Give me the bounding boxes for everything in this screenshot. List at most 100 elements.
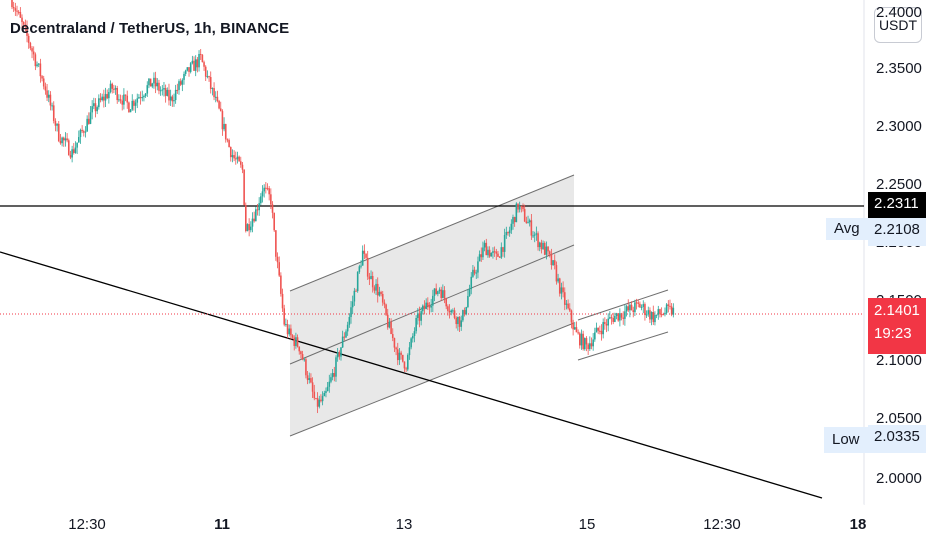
candle-up	[138, 97, 140, 99]
candle-down	[208, 76, 210, 78]
price-tick-label: 2.3500	[876, 60, 922, 77]
candle-down	[373, 287, 376, 291]
candle-down	[513, 217, 516, 223]
candle-down	[218, 101, 220, 109]
candle-up	[148, 78, 150, 86]
candle-down	[405, 368, 407, 370]
channel-upper-line[interactable]	[289, 174, 575, 292]
candle-down	[21, 17, 23, 23]
candle-up	[261, 191, 264, 197]
candle-up	[231, 155, 234, 158]
candle-down	[555, 265, 558, 282]
candle-up	[166, 89, 169, 96]
candle-down	[376, 283, 379, 296]
candle-down	[126, 95, 129, 103]
candle-up	[388, 321, 391, 328]
candle-up	[482, 247, 484, 258]
candle-up	[565, 303, 568, 305]
candle-up	[595, 327, 598, 333]
candle-down	[553, 260, 556, 266]
candle-up	[406, 355, 409, 370]
candle-up	[131, 100, 134, 110]
candle-down	[62, 137, 65, 141]
candle-up	[206, 76, 209, 78]
candle-up	[223, 123, 225, 130]
currency-unit-button[interactable]: USDT	[874, 7, 922, 43]
candle-up	[258, 203, 260, 211]
candle-up	[250, 226, 252, 231]
candle-down	[639, 303, 641, 308]
candle-down	[228, 140, 230, 148]
candle-down	[296, 337, 299, 347]
candle-down	[423, 305, 426, 310]
candle-up	[510, 223, 513, 231]
candle-down	[306, 375, 309, 381]
candle-down	[649, 310, 651, 320]
candle-down	[52, 105, 55, 121]
candle-up	[76, 142, 78, 148]
candle-down	[49, 94, 52, 106]
candle-down	[355, 290, 357, 292]
candle-up	[47, 94, 50, 98]
candle-down	[582, 333, 584, 350]
descending-trendline[interactable]	[0, 251, 823, 499]
candle-up	[163, 88, 165, 90]
candle-down	[632, 310, 635, 313]
channel-lower-line[interactable]	[289, 322, 575, 437]
candle-down	[320, 399, 322, 402]
candle-up	[191, 60, 194, 64]
candle-down	[455, 317, 458, 325]
candle-down	[39, 63, 42, 77]
candle-up	[589, 343, 591, 350]
candle-up	[109, 83, 112, 93]
candle-down	[54, 120, 57, 126]
candle-down	[543, 243, 546, 255]
candle-up	[360, 265, 362, 267]
candle-down	[365, 253, 367, 258]
candle-down	[278, 262, 280, 276]
candle-down	[149, 78, 152, 87]
candle-up	[246, 224, 249, 232]
candle-down	[338, 352, 341, 357]
candle-down	[627, 306, 630, 311]
candle-down	[435, 288, 437, 295]
small-channel-upper-line[interactable]	[577, 289, 669, 321]
candle-down	[94, 103, 97, 112]
candle-up	[438, 289, 441, 292]
candle-down	[221, 111, 224, 130]
candle-down	[106, 94, 108, 99]
candle-up	[490, 252, 493, 257]
channel-mid-line[interactable]	[289, 244, 575, 365]
price-tick-label: 2.4000	[876, 4, 922, 21]
low-label: Low	[824, 427, 868, 453]
candle-down	[453, 310, 456, 318]
candle-down	[224, 123, 227, 140]
candle-down	[245, 204, 247, 232]
candle-down	[188, 67, 190, 72]
candle-up	[532, 235, 534, 237]
candle-up	[186, 67, 189, 71]
candle-down	[34, 54, 37, 67]
candle-up	[198, 53, 200, 68]
candle-up	[91, 106, 93, 113]
candle-down	[293, 337, 296, 346]
candle-down	[229, 147, 232, 158]
candle-up	[341, 336, 344, 348]
candle-down	[371, 275, 374, 288]
candle-down	[69, 155, 72, 158]
avg-price-tag: 2.2108	[868, 218, 926, 246]
candle-down	[113, 88, 115, 90]
candle-down	[597, 327, 599, 331]
candle-down	[463, 310, 466, 315]
small-channel-lower-line[interactable]	[577, 331, 669, 361]
candle-down	[480, 254, 483, 258]
candle-down	[610, 317, 613, 319]
candle-down	[290, 328, 292, 336]
candle-up	[672, 307, 675, 315]
candle-down	[386, 314, 389, 328]
candle-up	[654, 315, 656, 323]
candle-up	[318, 399, 321, 407]
ascending-channel[interactable]	[290, 175, 574, 436]
candle-down	[396, 349, 399, 361]
